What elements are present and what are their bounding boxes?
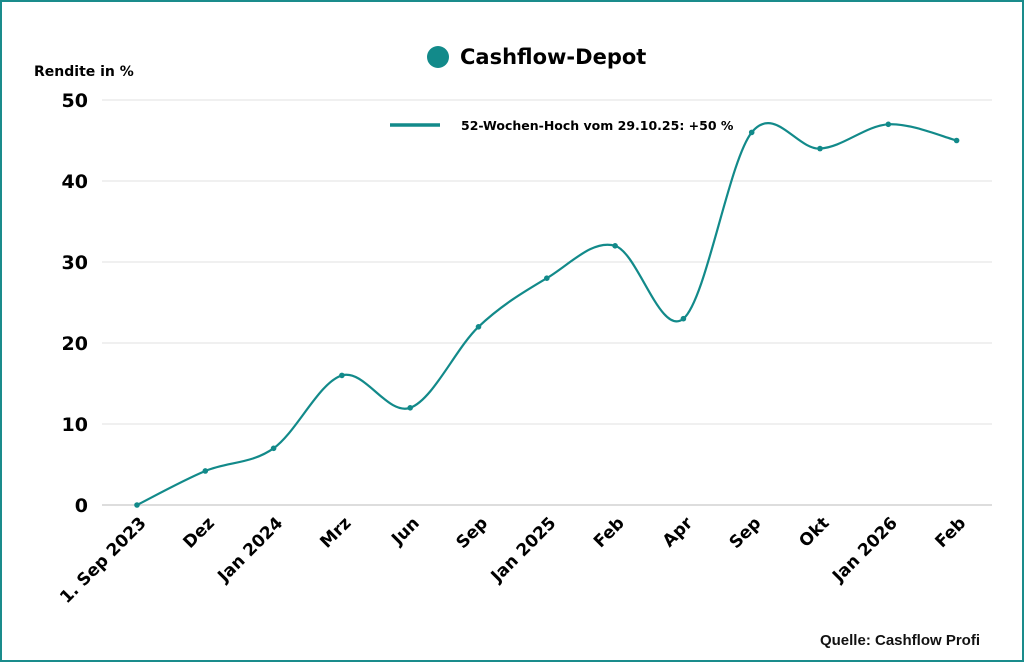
x-tick-label: Mrz: [316, 513, 355, 552]
x-tick-label: Sep: [452, 513, 492, 553]
x-tick-label: Jan 2026: [828, 513, 902, 587]
x-tick-label: Jan 2024: [213, 513, 287, 587]
y-tick-labels: 0 10 20 30 40 50: [62, 90, 88, 517]
x-tick-label: Apr: [659, 513, 697, 551]
y-tick-label: 30: [62, 252, 88, 274]
x-tick-label: Feb: [932, 513, 971, 552]
y-tick-label: 50: [62, 90, 88, 112]
legend-label: 52-Wochen-Hoch vom 29.10.25: +50 %: [461, 118, 734, 133]
y-tick-label: 10: [62, 414, 88, 436]
y-tick-label: 0: [75, 495, 88, 517]
y-axis-label: Rendite in %: [34, 64, 134, 80]
x-tick-label: Okt: [795, 513, 833, 551]
x-tick-label: Sep: [726, 513, 766, 553]
x-tick-label: Feb: [590, 513, 629, 552]
x-tick-label: Jan 2025: [487, 513, 561, 587]
source-note: Quelle: Cashflow Profi: [820, 632, 980, 649]
chart-title: Cashflow-Depot: [460, 45, 646, 69]
data-point: [953, 137, 960, 144]
data-point: [202, 468, 209, 474]
data-point: [134, 502, 140, 508]
data-point: [270, 445, 277, 452]
series-line: [136, 122, 957, 506]
data-point: [475, 324, 482, 330]
data-point: [544, 275, 550, 282]
data-point: [680, 315, 687, 322]
y-tick-label: 40: [62, 171, 88, 193]
data-point: [612, 243, 618, 249]
x-tick-label: 1. Sep 2023: [56, 513, 150, 607]
data-points: [134, 121, 960, 508]
title-legend-dot: [427, 46, 449, 68]
gridlines: [102, 99, 992, 506]
x-tick-label: Dez: [180, 513, 219, 552]
data-point: [407, 405, 414, 411]
data-point: [339, 372, 345, 379]
data-point: [885, 121, 892, 128]
x-tick-label: Jun: [387, 513, 423, 549]
data-point: [817, 145, 823, 152]
data-point: [748, 129, 755, 136]
y-tick-label: 20: [62, 333, 88, 355]
